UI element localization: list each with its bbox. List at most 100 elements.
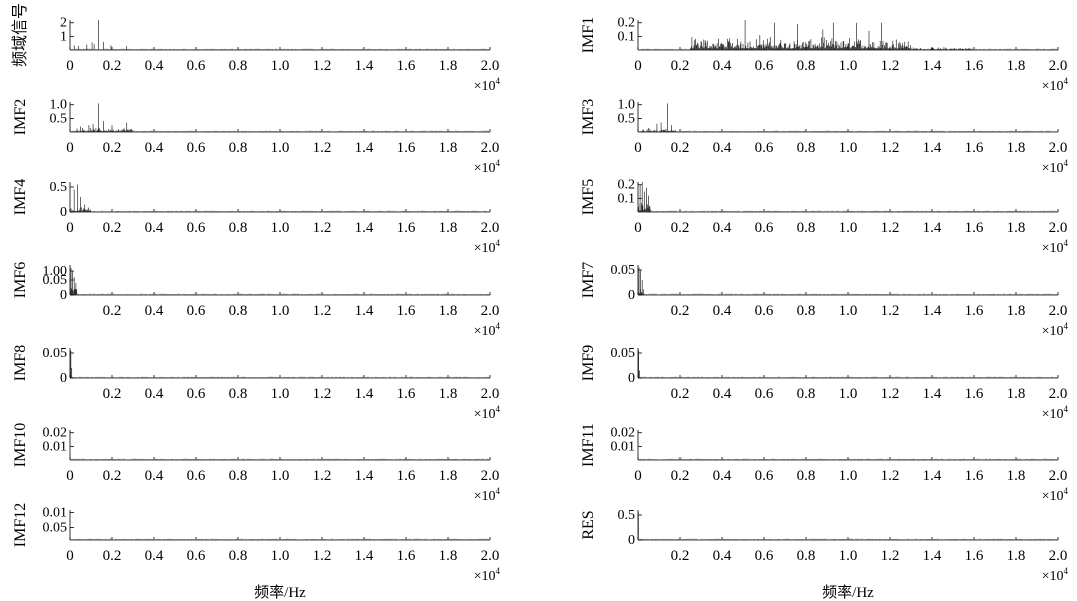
x-tick-label: 0.6 xyxy=(755,140,774,156)
x-tick-label: 1.8 xyxy=(1007,303,1026,319)
x-tick-label: 1.0 xyxy=(271,220,290,236)
y-tick-label: 0.2 xyxy=(618,178,636,193)
x-tick-label: 0.2 xyxy=(103,220,122,236)
y-tick-label: 0.05 xyxy=(43,346,68,361)
x-tick-label: 1.0 xyxy=(271,548,290,564)
x-tick-label: 1.4 xyxy=(355,548,374,564)
y-axis-label: IMF11 xyxy=(580,423,597,467)
x-multiplier-exponent: 4 xyxy=(496,566,501,576)
x-multiplier-exponent: 4 xyxy=(1064,404,1069,414)
x-tick-label: 0 xyxy=(66,548,74,564)
y-tick-label: 0.05 xyxy=(43,521,68,536)
x-multiplier: ×104 xyxy=(474,158,501,176)
y-axis-label: RES xyxy=(580,510,597,539)
x-tick-label: 1.8 xyxy=(439,386,458,402)
x-multiplier: ×104 xyxy=(474,404,501,422)
y-tick-label: 0.05 xyxy=(611,346,636,361)
subplot-imf4: 0.5 00 0.2 0.4 0.6 0.8 1.0 1.2 1.4 1.6 1.8 2.0 ×104 I… xyxy=(12,179,501,256)
x-tick-label: 0 xyxy=(634,468,642,484)
x-tick-label: 1.4 xyxy=(923,220,942,236)
x-tick-label: 1.2 xyxy=(881,548,900,564)
x-tick-label: 0.8 xyxy=(797,468,816,484)
y-tick-label: 0.5 xyxy=(50,180,68,195)
x-tick-label: 1.2 xyxy=(313,58,332,74)
x-multiplier: ×104 xyxy=(1042,566,1069,584)
x-tick-label: 0.8 xyxy=(797,386,816,402)
x-multiplier-exponent: 4 xyxy=(1064,486,1069,496)
x-tick-label: 0.8 xyxy=(797,303,816,319)
x-multiplier-exponent: 4 xyxy=(496,76,501,86)
x-tick-label: 1.0 xyxy=(839,140,858,156)
x-tick-label: 0.4 xyxy=(145,468,164,484)
x-tick-label: 1.8 xyxy=(1007,468,1026,484)
y-tick-label: 1.0 xyxy=(50,98,68,113)
x-tick-label: 0.6 xyxy=(187,386,206,402)
x-tick-label: 0.2 xyxy=(671,303,690,319)
x-tick-label: 0 xyxy=(66,140,74,156)
y-tick-label: 0.05 xyxy=(43,273,68,288)
x-tick-label: 1.4 xyxy=(923,548,942,564)
x-tick-label: 0.8 xyxy=(229,386,248,402)
x-tick-label: 2.0 xyxy=(481,220,500,236)
y-axis-label: IMF4 xyxy=(12,179,29,215)
x-tick-label: 1.8 xyxy=(439,468,458,484)
x-multiplier-exponent: 4 xyxy=(496,238,501,248)
x-tick-label: 0.6 xyxy=(755,303,774,319)
x-tick-label: 0.4 xyxy=(713,58,732,74)
x-tick-label: 0.8 xyxy=(229,140,248,156)
y-tick-label: 1.00 xyxy=(43,264,68,279)
y-axis-label: IMF1 xyxy=(580,17,597,53)
x-tick-label: 2.0 xyxy=(1049,386,1068,402)
x-tick-label: 0 xyxy=(66,468,74,484)
x-tick-label: 1.4 xyxy=(355,386,374,402)
y-tick-label: 0 xyxy=(60,205,67,220)
x-tick-label: 1.8 xyxy=(439,303,458,319)
x-multiplier: ×104 xyxy=(474,238,501,256)
subplot-imf9: 0.05 0 0.2 0.4 0.6 0.8 1.0 1.2 1.4 1.6 1.8 2.0 ×104 I… xyxy=(580,345,1069,422)
subplot-imf3: 1.00.50 0.2 0.4 0.6 0.8 1.0 1.2 1.4 1.6 1.8 2.0×10… xyxy=(580,98,1069,176)
x-tick-label: 0.6 xyxy=(187,548,206,564)
x-multiplier-exponent: 4 xyxy=(496,404,501,414)
y-tick-label: 1 xyxy=(60,29,67,44)
x-tick-label: 2.0 xyxy=(481,303,500,319)
x-tick-label: 1.6 xyxy=(965,220,984,236)
subplot-imf7: 0.05 0 0.2 0.4 0.6 0.8 1.0 1.2 1.4 1.6 1.8 2.0 ×104 I… xyxy=(580,262,1069,339)
y-axis-label: IMF9 xyxy=(580,345,597,381)
x-tick-label: 1.2 xyxy=(313,220,332,236)
x-tick-label: 0.4 xyxy=(145,548,164,564)
x-tick-label: 1.4 xyxy=(923,386,942,402)
x-tick-label: 2.0 xyxy=(481,548,500,564)
x-tick-label: 1.0 xyxy=(271,140,290,156)
x-tick-label: 1.6 xyxy=(965,548,984,564)
x-multiplier-exponent: 4 xyxy=(496,158,501,168)
y-axis-label: IMF12 xyxy=(12,503,29,547)
x-tick-label: 1.4 xyxy=(355,220,374,236)
x-multiplier-base: ×10 xyxy=(1042,489,1064,504)
x-tick-label: 1.4 xyxy=(355,468,374,484)
x-tick-label: 1.8 xyxy=(1007,386,1026,402)
x-tick-label: 1.0 xyxy=(271,303,290,319)
x-tick-label: 0.2 xyxy=(671,468,690,484)
x-tick-label: 0.2 xyxy=(103,303,122,319)
x-tick-label: 0.4 xyxy=(145,386,164,402)
x-tick-label: 0.2 xyxy=(671,58,690,74)
x-tick-label: 0.4 xyxy=(713,303,732,319)
x-tick-label: 1.4 xyxy=(355,140,374,156)
x-tick-label: 1.8 xyxy=(439,548,458,564)
x-multiplier-base: ×10 xyxy=(474,489,496,504)
x-tick-label: 0.4 xyxy=(713,140,732,156)
y-tick-label: 2 xyxy=(60,16,67,31)
x-multiplier-base: ×10 xyxy=(474,79,496,94)
subplot-imf1: 0.20.10 0.2 0.4 0.6 0.8 1.0 1.2 1.4 1.6 1.8 2.0×10… xyxy=(580,16,1069,94)
y-tick-label: 0.2 xyxy=(618,16,636,31)
y-tick-label: 0 xyxy=(628,533,635,548)
y-axis-label: IMF8 xyxy=(12,345,29,381)
x-tick-label: 1.4 xyxy=(923,468,942,484)
x-tick-label: 0.2 xyxy=(103,140,122,156)
y-tick-label: 0.05 xyxy=(611,263,636,278)
y-tick-label: 0.02 xyxy=(43,426,68,441)
x-tick-label: 1.2 xyxy=(881,303,900,319)
x-tick-label: 0.4 xyxy=(713,220,732,236)
x-tick-label: 2.0 xyxy=(481,386,500,402)
x-tick-label: 0.8 xyxy=(229,468,248,484)
